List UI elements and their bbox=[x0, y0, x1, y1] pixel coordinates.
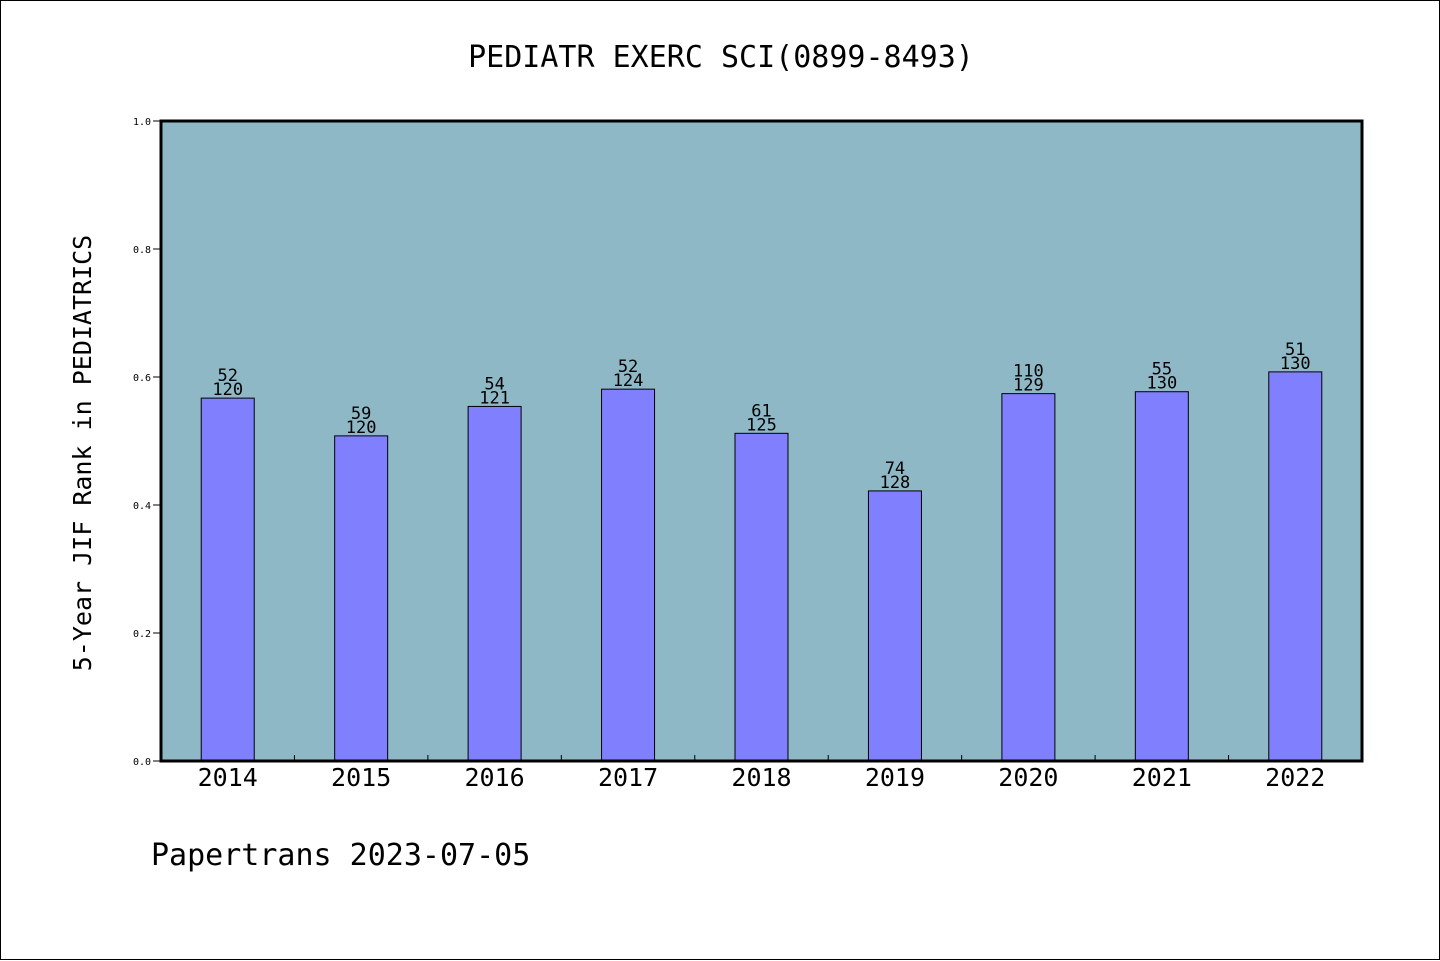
bar-rank-label: 54 bbox=[484, 374, 504, 394]
plot-border bbox=[159, 119, 1364, 763]
bar-rank-label: 59 bbox=[351, 404, 371, 424]
bar-2015 bbox=[334, 435, 389, 762]
bar-2018 bbox=[734, 432, 789, 762]
x-tick-label: 2022 bbox=[1265, 763, 1325, 792]
bar-total-label: 129 bbox=[1013, 376, 1044, 396]
bar-total-label: 130 bbox=[1280, 354, 1311, 374]
x-tick-label: 2017 bbox=[598, 763, 658, 792]
bar-total-label: 121 bbox=[479, 388, 510, 408]
x-tick-label: 2019 bbox=[865, 763, 925, 792]
bar-rank-label: 51 bbox=[1285, 340, 1305, 360]
bar-2016 bbox=[467, 405, 522, 762]
bar-total-label: 124 bbox=[613, 371, 644, 391]
bar-total-label: 120 bbox=[346, 418, 377, 438]
footer-credit: Papertrans 2023-07-05 bbox=[151, 838, 530, 873]
x-tick-label: 2016 bbox=[465, 763, 525, 792]
bar-2019 bbox=[867, 490, 922, 762]
bar-rank-label: 74 bbox=[885, 459, 905, 479]
bar-rank-label: 52 bbox=[618, 357, 638, 377]
y-tick-label: 0.0 bbox=[133, 757, 151, 768]
x-tick-label: 2015 bbox=[331, 763, 391, 792]
bar-2021 bbox=[1134, 391, 1189, 762]
y-tick-label: 0.4 bbox=[133, 501, 151, 512]
bar-rank-label: 61 bbox=[751, 401, 771, 421]
x-axis: 2014 2015 2016 2017 2018 2019 2020 2021 2022 bbox=[198, 755, 1325, 792]
y-tick-label: 1.0 bbox=[133, 117, 151, 128]
bar-total-label: 125 bbox=[746, 415, 777, 435]
bar-rank-label: 110 bbox=[1013, 362, 1044, 382]
bar-2014 bbox=[200, 397, 255, 762]
bar-labels-group: 5212059120541215212461125741281101295513… bbox=[212, 340, 1310, 493]
bars-group bbox=[200, 371, 1323, 762]
bar-2020 bbox=[1001, 393, 1056, 762]
x-tick-label: 2021 bbox=[1132, 763, 1192, 792]
y-tick-label: 0.2 bbox=[133, 629, 151, 640]
chart-title: PEDIATR EXERC SCI(0899-8493) bbox=[468, 40, 974, 75]
bar-rank-label: 52 bbox=[217, 366, 237, 386]
x-tick-label: 2014 bbox=[198, 763, 258, 792]
bar-2017 bbox=[601, 388, 656, 762]
bar-total-label: 130 bbox=[1146, 374, 1177, 394]
bar-rank-label: 55 bbox=[1152, 360, 1172, 380]
x-tick-label: 2018 bbox=[731, 763, 791, 792]
y-tick-label: 0.8 bbox=[133, 245, 151, 256]
y-tick-label: 0.6 bbox=[133, 373, 151, 384]
y-axis: 0.0 0.2 0.4 0.6 0.8 1.0 bbox=[133, 117, 161, 768]
bar-2022 bbox=[1268, 371, 1323, 762]
bar-total-label: 128 bbox=[880, 473, 911, 493]
bar-total-label: 120 bbox=[212, 380, 243, 400]
x-tick-label: 2020 bbox=[998, 763, 1058, 792]
y-axis-label: 5-Year JIF Rank in PEDIATRICS bbox=[68, 235, 97, 672]
